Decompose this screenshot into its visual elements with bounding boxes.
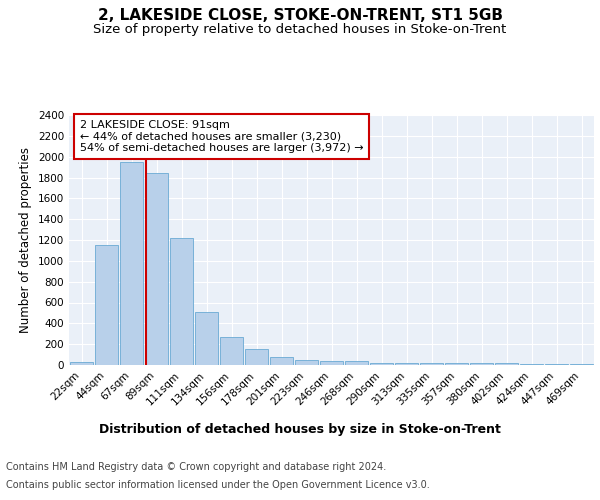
Bar [370, 363, 393, 365]
Bar [120, 162, 143, 365]
Bar [270, 356, 293, 365]
Bar [495, 363, 518, 365]
Bar [545, 364, 568, 365]
Y-axis label: Number of detached properties: Number of detached properties [19, 147, 32, 333]
Bar [445, 364, 468, 365]
Bar [345, 362, 368, 365]
Text: Contains HM Land Registry data © Crown copyright and database right 2024.: Contains HM Land Registry data © Crown c… [6, 462, 386, 472]
Bar [195, 312, 218, 365]
Bar [520, 364, 543, 365]
Bar [295, 360, 318, 365]
Bar [170, 238, 193, 365]
Text: 2 LAKESIDE CLOSE: 91sqm
← 44% of detached houses are smaller (3,230)
54% of semi: 2 LAKESIDE CLOSE: 91sqm ← 44% of detache… [79, 120, 363, 153]
Bar [420, 363, 443, 365]
Bar [245, 350, 268, 365]
Bar [70, 362, 93, 365]
Text: Contains public sector information licensed under the Open Government Licence v3: Contains public sector information licen… [6, 480, 430, 490]
Bar [145, 174, 168, 365]
Bar [470, 364, 493, 365]
Bar [320, 361, 343, 365]
Bar [570, 364, 593, 365]
Text: Distribution of detached houses by size in Stoke-on-Trent: Distribution of detached houses by size … [99, 422, 501, 436]
Bar [395, 363, 418, 365]
Bar [95, 245, 118, 365]
Bar [220, 338, 243, 365]
Text: Size of property relative to detached houses in Stoke-on-Trent: Size of property relative to detached ho… [94, 22, 506, 36]
Text: 2, LAKESIDE CLOSE, STOKE-ON-TRENT, ST1 5GB: 2, LAKESIDE CLOSE, STOKE-ON-TRENT, ST1 5… [97, 8, 503, 22]
